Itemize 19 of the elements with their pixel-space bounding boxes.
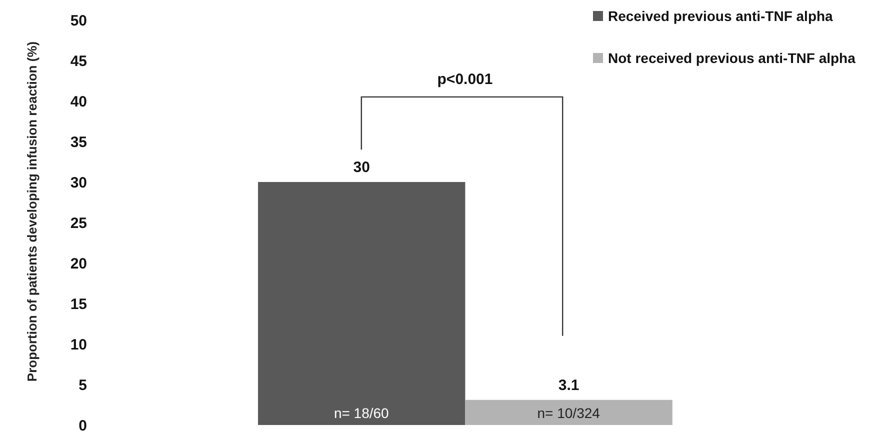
data-label: 3.1 bbox=[558, 376, 580, 394]
y-tick-label: 15 bbox=[70, 296, 87, 313]
y-tick-label: 5 bbox=[78, 376, 87, 394]
data-label: 30 bbox=[353, 159, 370, 176]
y-tick-label: 35 bbox=[70, 134, 87, 151]
y-tick-label: 45 bbox=[70, 52, 87, 70]
legend-label: Not received previous anti-TNF alpha bbox=[608, 50, 856, 66]
annotation: p<0.001 bbox=[436, 70, 494, 88]
y-tick-label: 25 bbox=[70, 214, 87, 232]
y-tick-label: 0 bbox=[78, 417, 87, 434]
y-tick-label: 30 bbox=[70, 174, 87, 192]
legend-label: Received previous anti-TNF alpha bbox=[608, 8, 833, 24]
annotation: n= 10/324 bbox=[536, 405, 601, 421]
annotation: n= 18/60 bbox=[332, 405, 390, 421]
y-axis-title: Proportion of patients developing infusion reaction (%) bbox=[24, 40, 40, 384]
y-tick-label: 10 bbox=[70, 336, 87, 354]
y-tick-label: 40 bbox=[70, 93, 87, 110]
y-tick-label: 50 bbox=[70, 12, 87, 30]
y-tick-label: 20 bbox=[70, 255, 87, 272]
